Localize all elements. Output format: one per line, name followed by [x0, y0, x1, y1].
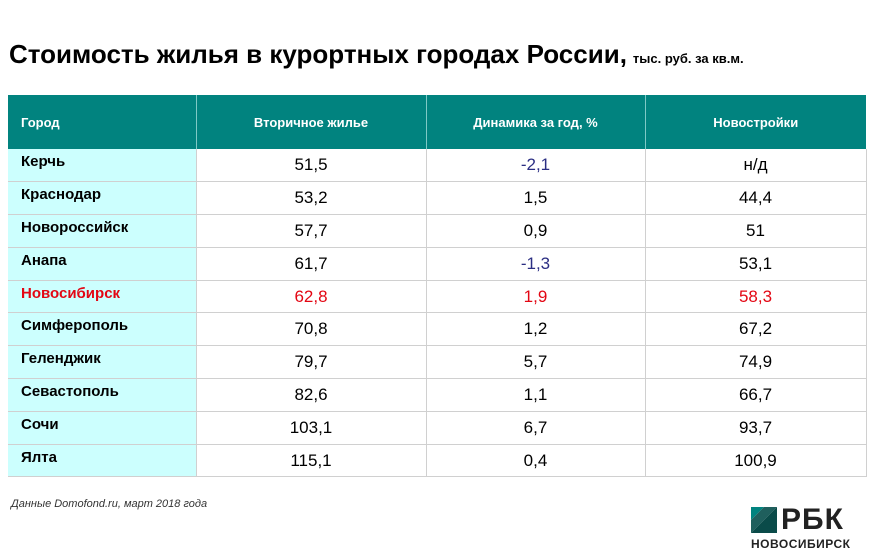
header-secondary: Вторичное жилье — [196, 95, 427, 149]
table-row: Ялта 115,1 0,4 100,9 — [8, 444, 867, 478]
table-row: Сочи 103,1 6,7 93,7 — [8, 411, 867, 445]
cell-city: Новороссийск — [8, 214, 197, 248]
cell-new-build: н/д — [645, 149, 867, 183]
cell-city: Керчь — [8, 149, 197, 183]
cell-change: 1,5 — [426, 181, 646, 216]
cell-city: Симферополь — [8, 312, 197, 347]
table-row: Севастополь 82,6 1,1 66,7 — [8, 378, 867, 412]
source-note: Данные Domofond.ru, март 2018 года — [11, 498, 208, 510]
table-row: Керчь 51,5 -2,1 н/д — [8, 149, 867, 183]
cell-change: 1,2 — [426, 312, 646, 347]
table-row: Новосибирск 62,8 1,9 58,3 — [8, 280, 867, 314]
cell-secondary: 57,7 — [196, 214, 427, 248]
logo-city: НОВОСИБИРСК — [751, 537, 851, 551]
cell-new-build: 100,9 — [645, 444, 867, 478]
cell-secondary: 62,8 — [196, 280, 427, 314]
cell-secondary: 70,8 — [196, 312, 427, 347]
header-city: Город — [8, 95, 197, 149]
cell-change: 5,7 — [426, 345, 646, 380]
table-body: Керчь 51,5 -2,1 н/д Краснодар 53,2 1,5 44,4 Ново… — [8, 149, 867, 478]
cell-secondary: 51,5 — [196, 149, 427, 183]
cell-city: Анапа — [8, 247, 197, 281]
cell-change: 1,9 — [426, 280, 646, 314]
cell-change: -2,1 — [426, 149, 646, 183]
cell-new-build: 44,4 — [645, 181, 867, 216]
cell-new-build: 58,3 — [645, 280, 867, 314]
cell-secondary: 79,7 — [196, 345, 427, 380]
cell-new-build: 51 — [645, 214, 867, 248]
title-unit: тыс. руб. за кв.м. — [632, 51, 744, 66]
cell-city: Севастополь — [8, 378, 197, 412]
cell-change: 1,1 — [426, 378, 646, 412]
table-header-row: Город Вторичное жилье Динамика за год, %… — [8, 95, 866, 149]
cell-city: Ялта — [8, 444, 197, 478]
table-row: Краснодар 53,2 1,5 44,4 — [8, 181, 867, 216]
header-change: Динамика за год, % — [426, 95, 646, 149]
cell-city: Краснодар — [8, 181, 197, 216]
cell-secondary: 82,6 — [196, 378, 427, 412]
cell-change: 6,7 — [426, 411, 646, 445]
title-text: Стоимость жилья в курортных городах Росс… — [9, 39, 627, 69]
cell-new-build: 93,7 — [645, 411, 867, 445]
cell-secondary: 53,2 — [196, 181, 427, 216]
cell-new-build: 67,2 — [645, 312, 867, 347]
cell-city: Геленджик — [8, 345, 197, 380]
logo-brand: РБК — [781, 503, 844, 536]
cell-new-build: 66,7 — [645, 378, 867, 412]
brand-logo: РБК НОВОСИБИРСК — [751, 503, 873, 551]
table-row: Новороссийск 57,7 0,9 51 — [8, 214, 867, 248]
cell-change: 0,4 — [426, 444, 646, 478]
cell-new-build: 53,1 — [645, 247, 867, 281]
cell-city: Новосибирск — [8, 280, 197, 314]
cell-change: -1,3 — [426, 247, 646, 281]
rbc-logo-icon — [751, 507, 777, 533]
price-table: Город Вторичное жилье Динамика за год, %… — [8, 95, 867, 478]
header-new-build: Новостройки — [645, 95, 866, 149]
cell-change: 0,9 — [426, 214, 646, 248]
table-row: Симферополь 70,8 1,2 67,2 — [8, 312, 867, 347]
cell-secondary: 115,1 — [196, 444, 427, 478]
cell-city: Сочи — [8, 411, 197, 445]
table-row: Анапа 61,7 -1,3 53,1 — [8, 247, 867, 281]
cell-new-build: 74,9 — [645, 345, 867, 380]
cell-secondary: 61,7 — [196, 247, 427, 281]
table-row: Геленджик 79,7 5,7 74,9 — [8, 345, 867, 380]
cell-secondary: 103,1 — [196, 411, 427, 445]
page-title: Стоимость жилья в курортных городах Росс… — [9, 39, 744, 70]
